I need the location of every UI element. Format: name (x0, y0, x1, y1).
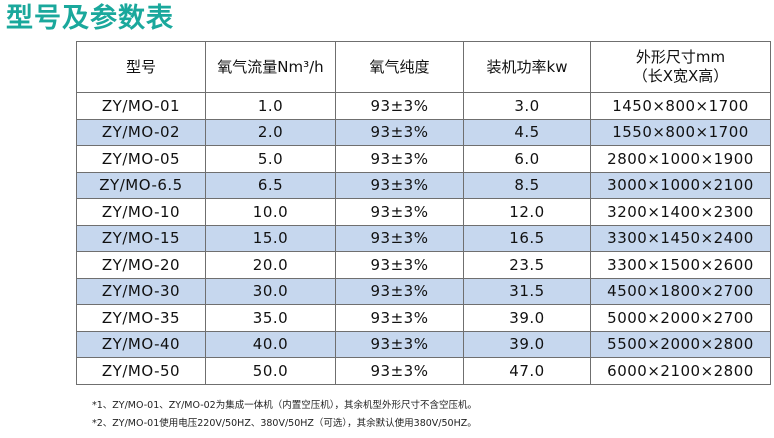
cell-model: ZY/MO-02 (76, 118, 206, 146)
cell-power: 47.0 (463, 357, 591, 385)
cell-flow: 5.0 (205, 145, 336, 173)
cell-purity: 93±3% (335, 92, 464, 120)
cell-dimensions: 5000×2000×2700 (590, 304, 771, 332)
cell-power: 23.5 (463, 251, 591, 279)
cell-purity: 93±3% (335, 118, 464, 146)
cell-purity: 93±3% (335, 357, 464, 385)
table-row: ZY/MO-02 2.0 93±3% 4.5 1550×800×1700 (76, 118, 771, 146)
table-row: ZY/MO-30 30.0 93±3% 31.5 4500×1800×2700 (76, 277, 771, 305)
cell-purity: 93±3% (335, 171, 464, 199)
table-row: ZY/MO-35 35.0 93±3% 39.0 5000×2000×2700 (76, 304, 771, 332)
cell-model: ZY/MO-01 (76, 92, 206, 120)
table-row: ZY/MO-15 15.0 93±3% 16.5 3300×1450×2400 (76, 224, 771, 252)
cell-power: 8.5 (463, 171, 591, 199)
cell-model: ZY/MO-40 (76, 330, 206, 358)
cell-model: ZY/MO-05 (76, 145, 206, 173)
cell-purity: 93±3% (335, 251, 464, 279)
footnotes: *1、ZY/MO-01、ZY/MO-02为集成一体机（内置空压机），其余机型外形… (92, 397, 477, 433)
cell-purity: 93±3% (335, 198, 464, 226)
cell-flow: 10.0 (205, 198, 336, 226)
header-dimensions-line2: （长X宽X高） (632, 67, 729, 85)
cell-model: ZY/MO-6.5 (76, 171, 206, 199)
header-dimensions: 外形尺寸mm （长X宽X高） (590, 41, 771, 93)
cell-flow: 20.0 (205, 251, 336, 279)
cell-model: ZY/MO-35 (76, 304, 206, 332)
cell-model: ZY/MO-30 (76, 277, 206, 305)
header-purity: 氧气纯度 (335, 41, 464, 93)
page-title: 型号及参数表 (6, 3, 174, 34)
cell-dimensions: 3200×1400×2300 (590, 198, 771, 226)
cell-flow: 1.0 (205, 92, 336, 120)
cell-flow: 6.5 (205, 171, 336, 199)
header-flow: 氧气流量Nm³/h (205, 41, 336, 93)
cell-purity: 93±3% (335, 330, 464, 358)
table-row: ZY/MO-05 5.0 93±3% 6.0 2800×1000×1900 (76, 145, 771, 173)
spec-table: 型号 氧气流量Nm³/h 氧气纯度 装机功率kw 外形尺寸mm （长X宽X高） … (76, 41, 771, 385)
cell-power: 16.5 (463, 224, 591, 252)
cell-purity: 93±3% (335, 224, 464, 252)
table-row: ZY/MO-20 20.0 93±3% 23.5 3300×1500×2600 (76, 251, 771, 279)
cell-flow: 35.0 (205, 304, 336, 332)
cell-model: ZY/MO-15 (76, 224, 206, 252)
cell-power: 6.0 (463, 145, 591, 173)
cell-dimensions: 1450×800×1700 (590, 92, 771, 120)
cell-dimensions: 4500×1800×2700 (590, 277, 771, 305)
table-row: ZY/MO-01 1.0 93±3% 3.0 1450×800×1700 (76, 92, 771, 120)
cell-purity: 93±3% (335, 304, 464, 332)
cell-model: ZY/MO-50 (76, 357, 206, 385)
cell-dimensions: 3000×1000×2100 (590, 171, 771, 199)
footnote: *2、ZY/MO-01使用电压220V/50HZ、380V/50HZ（可选），其… (92, 418, 477, 429)
cell-dimensions: 1550×800×1700 (590, 118, 771, 146)
cell-power: 39.0 (463, 330, 591, 358)
table-header-row: 型号 氧气流量Nm³/h 氧气纯度 装机功率kw 外形尺寸mm （长X宽X高） (76, 41, 771, 93)
table-row: ZY/MO-6.5 6.5 93±3% 8.5 3000×1000×2100 (76, 171, 771, 199)
cell-power: 39.0 (463, 304, 591, 332)
cell-power: 3.0 (463, 92, 591, 120)
table-row: ZY/MO-50 50.0 93±3% 47.0 6000×2100×2800 (76, 357, 771, 385)
cell-dimensions: 3300×1500×2600 (590, 251, 771, 279)
cell-flow: 40.0 (205, 330, 336, 358)
cell-purity: 93±3% (335, 277, 464, 305)
cell-flow: 30.0 (205, 277, 336, 305)
cell-dimensions: 6000×2100×2800 (590, 357, 771, 385)
cell-model: ZY/MO-20 (76, 251, 206, 279)
cell-dimensions: 5500×2000×2800 (590, 330, 771, 358)
cell-power: 4.5 (463, 118, 591, 146)
header-model: 型号 (76, 41, 206, 93)
cell-power: 31.5 (463, 277, 591, 305)
cell-flow: 2.0 (205, 118, 336, 146)
cell-model: ZY/MO-10 (76, 198, 206, 226)
table-body: ZY/MO-01 1.0 93±3% 3.0 1450×800×1700 ZY/MO-02… (76, 92, 771, 385)
table-row: ZY/MO-40 40.0 93±3% 39.0 5500×2000×2800 (76, 330, 771, 358)
cell-power: 12.0 (463, 198, 591, 226)
header-power: 装机功率kw (463, 41, 591, 93)
table-row: ZY/MO-10 10.0 93±3% 12.0 3200×1400×2300 (76, 198, 771, 226)
cell-dimensions: 3300×1450×2400 (590, 224, 771, 252)
footnote: *1、ZY/MO-01、ZY/MO-02为集成一体机（内置空压机），其余机型外形… (92, 400, 477, 411)
cell-purity: 93±3% (335, 145, 464, 173)
cell-flow: 15.0 (205, 224, 336, 252)
cell-flow: 50.0 (205, 357, 336, 385)
cell-dimensions: 2800×1000×1900 (590, 145, 771, 173)
header-dimensions-line1: 外形尺寸mm (635, 48, 726, 66)
